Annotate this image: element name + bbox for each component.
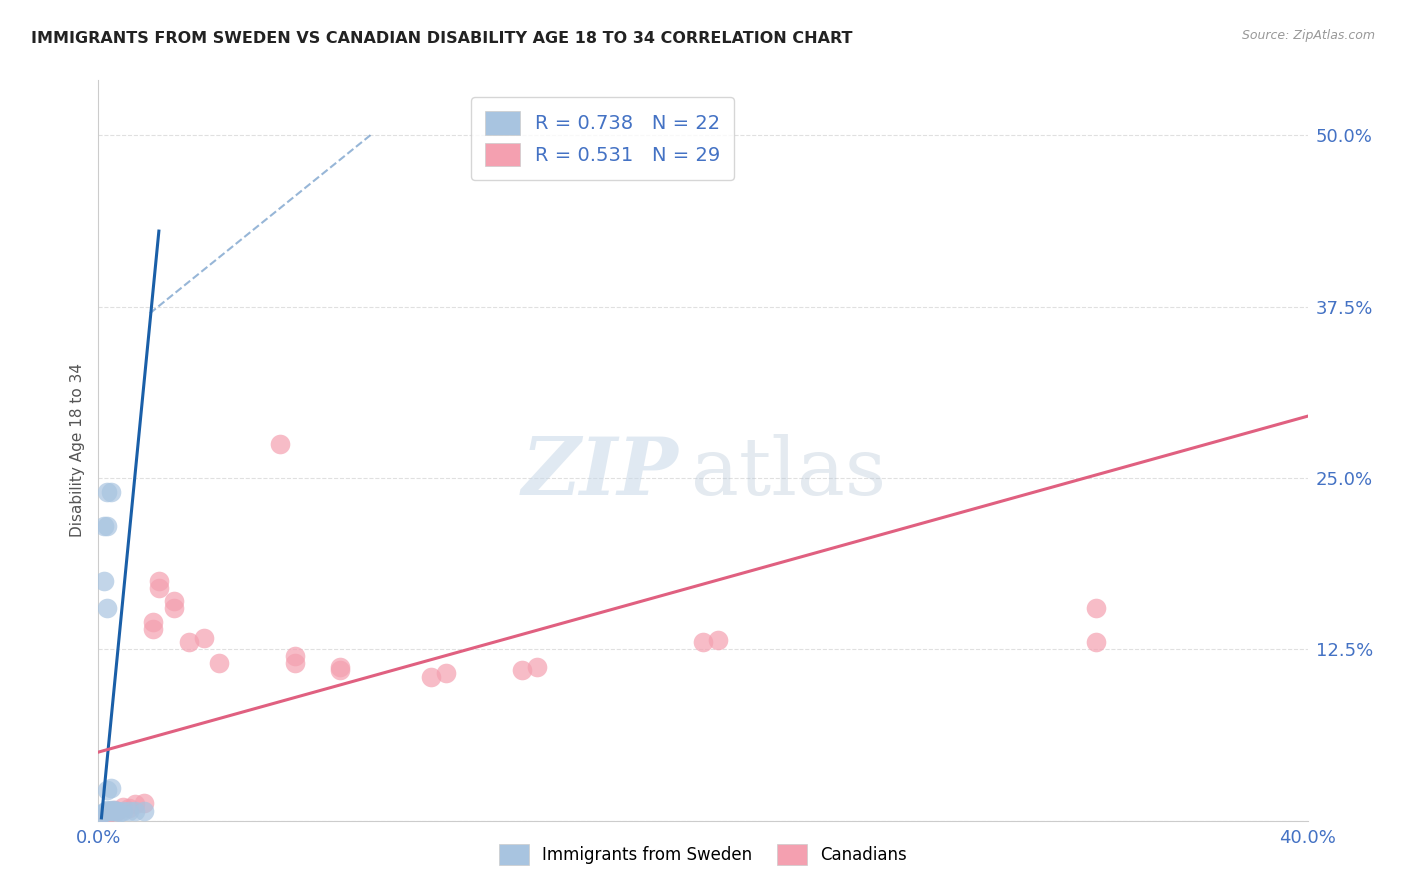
Point xyxy=(142,622,165,636)
Point xyxy=(118,801,141,815)
Point xyxy=(526,660,548,674)
Point xyxy=(148,581,170,595)
Point xyxy=(100,804,122,818)
Point xyxy=(179,635,201,649)
Point xyxy=(96,519,118,533)
Text: Source: ZipAtlas.com: Source: ZipAtlas.com xyxy=(1241,29,1375,42)
Point xyxy=(692,635,714,649)
Point xyxy=(100,484,122,499)
Point xyxy=(100,780,122,795)
Y-axis label: Disability Age 18 to 34: Disability Age 18 to 34 xyxy=(69,363,84,538)
Point xyxy=(208,656,231,670)
Point xyxy=(132,796,155,810)
Point xyxy=(90,806,112,821)
Point xyxy=(510,663,533,677)
Text: ZIP: ZIP xyxy=(522,434,679,511)
Point xyxy=(269,436,291,450)
Text: IMMIGRANTS FROM SWEDEN VS CANADIAN DISABILITY AGE 18 TO 34 CORRELATION CHART: IMMIGRANTS FROM SWEDEN VS CANADIAN DISAB… xyxy=(31,31,852,46)
Legend: R = 0.738   N = 22, R = 0.531   N = 29: R = 0.738 N = 22, R = 0.531 N = 29 xyxy=(471,97,734,180)
Point xyxy=(329,660,352,674)
Point xyxy=(93,519,115,533)
Point xyxy=(434,665,457,680)
Point xyxy=(96,783,118,797)
Point xyxy=(284,656,307,670)
Point xyxy=(124,797,146,812)
Point xyxy=(103,803,125,817)
Point xyxy=(124,804,146,818)
Point xyxy=(100,803,122,817)
Point xyxy=(105,804,128,818)
Point xyxy=(707,632,730,647)
Point xyxy=(105,804,128,818)
Point xyxy=(108,805,131,820)
Point xyxy=(96,601,118,615)
Point xyxy=(1085,601,1108,615)
Point xyxy=(103,803,125,817)
Point xyxy=(1085,635,1108,649)
Point xyxy=(96,804,118,818)
Point xyxy=(118,804,141,818)
Point xyxy=(132,804,155,818)
Point xyxy=(148,574,170,588)
Point xyxy=(284,649,307,664)
Point xyxy=(96,803,118,817)
Text: atlas: atlas xyxy=(690,434,886,512)
Point xyxy=(96,484,118,499)
Point xyxy=(193,632,215,646)
Point xyxy=(111,800,134,814)
Point xyxy=(93,805,115,820)
Point xyxy=(420,670,443,684)
Point xyxy=(329,663,352,677)
Point xyxy=(163,601,186,615)
Point xyxy=(93,574,115,588)
Point xyxy=(163,594,186,608)
Point xyxy=(96,806,118,821)
Point xyxy=(111,804,134,818)
Point xyxy=(103,804,125,818)
Point xyxy=(142,615,165,629)
Legend: Immigrants from Sweden, Canadians: Immigrants from Sweden, Canadians xyxy=(491,836,915,873)
